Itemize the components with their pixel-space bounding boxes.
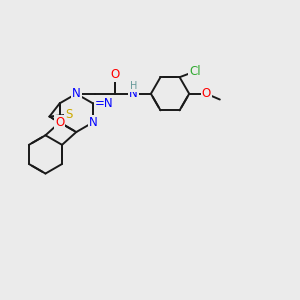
Text: Cl: Cl bbox=[189, 65, 201, 78]
Text: S: S bbox=[65, 108, 72, 121]
Text: O: O bbox=[110, 68, 119, 81]
Text: O: O bbox=[202, 87, 211, 100]
Text: N: N bbox=[72, 87, 81, 100]
Text: =N: =N bbox=[94, 97, 113, 110]
Text: N: N bbox=[88, 116, 97, 129]
Text: H: H bbox=[130, 81, 137, 92]
Text: O: O bbox=[55, 116, 64, 129]
Text: N: N bbox=[129, 87, 138, 100]
